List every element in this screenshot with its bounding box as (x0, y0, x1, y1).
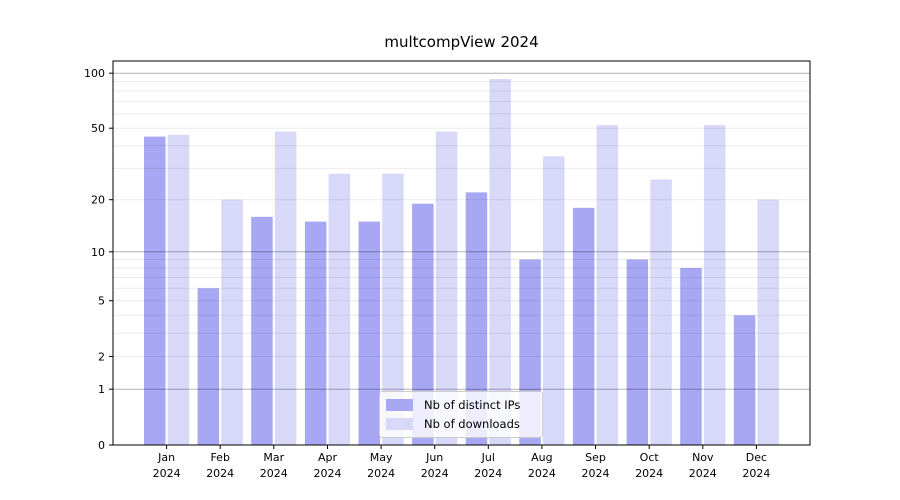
bar-nb-of-distinct-ips-oct (626, 259, 649, 445)
x-tick-label-month-jul: Jul (481, 451, 495, 464)
y-tick-label-5: 5 (98, 295, 105, 308)
bar-nb-of-distinct-ips-apr (304, 221, 327, 445)
bar-nb-of-downloads-mar (274, 131, 297, 445)
legend-label-downloads: Nb of downloads (424, 417, 520, 431)
bar-nb-of-distinct-ips-jan (144, 136, 166, 445)
x-tick-label-month-jun: Jun (425, 451, 443, 464)
bar-nb-of-downloads-feb (221, 199, 243, 445)
bar-nb-of-distinct-ips-nov (680, 268, 702, 445)
bar-nb-of-distinct-ips-may (358, 221, 380, 445)
bar-nb-of-distinct-ips-jun (412, 203, 434, 445)
x-tick-label-year-jan: 2024 (153, 467, 181, 480)
legend: Nb of distinct IPs Nb of downloads (379, 391, 543, 438)
x-tick-label-month-feb: Feb (210, 451, 229, 464)
x-tick-label-month-sep: Sep (585, 451, 606, 464)
x-tick-label-month-mar: Mar (263, 451, 284, 464)
y-tick-label-20: 20 (91, 194, 105, 207)
bar-nb-of-distinct-ips-dec (733, 315, 756, 445)
bar-nb-of-distinct-ips-mar (251, 216, 273, 445)
bar-nb-of-downloads-nov (703, 125, 726, 445)
legend-item-distinct-ips: Nb of distinct IPs (386, 398, 534, 412)
x-tick-label-year-sep: 2024 (582, 467, 610, 480)
plot-frame (112, 60, 811, 446)
x-tick-label-month-apr: Apr (318, 451, 338, 464)
legend-swatch-distinct-ips (386, 399, 413, 411)
bar-nb-of-downloads-dec (757, 199, 779, 445)
x-tick-label-month-oct: Oct (640, 451, 660, 464)
bar-nb-of-downloads-apr (328, 173, 351, 445)
x-tick-label-month-aug: Aug (531, 451, 552, 464)
x-tick-label-year-may: 2024 (367, 467, 395, 480)
x-tick-label-month-nov: Nov (692, 451, 714, 464)
x-tick-label-month-may: May (370, 451, 393, 464)
bar-nb-of-downloads-may (382, 173, 404, 445)
y-tick-label-100: 100 (84, 67, 105, 80)
bar-nb-of-downloads-sep (596, 125, 619, 445)
x-tick-label-year-oct: 2024 (635, 467, 663, 480)
bar-nb-of-downloads-jun (435, 131, 458, 445)
bar-nb-of-downloads-oct (650, 179, 672, 445)
x-tick-label-year-jun: 2024 (421, 467, 449, 480)
y-tick-label-1: 1 (98, 383, 105, 396)
legend-label-distinct-ips: Nb of distinct IPs (424, 398, 521, 412)
bar-nb-of-distinct-ips-jul (465, 192, 488, 445)
y-tick-label-2: 2 (98, 351, 105, 364)
bar-nb-of-distinct-ips-feb (197, 288, 220, 445)
legend-item-downloads: Nb of downloads (386, 417, 534, 431)
bar-nb-of-distinct-ips-sep (572, 207, 595, 445)
bar-nb-of-downloads-jul (489, 79, 511, 445)
y-tick-label-10: 10 (91, 246, 105, 259)
x-tick-label-year-mar: 2024 (260, 467, 288, 480)
x-tick-label-month-jan: Jan (157, 451, 175, 464)
bar-nb-of-downloads-aug (543, 156, 565, 446)
y-tick-label-0: 0 (98, 439, 105, 452)
x-tick-label-month-dec: Dec (746, 451, 767, 464)
x-tick-label-year-dec: 2024 (742, 467, 770, 480)
x-tick-label-year-apr: 2024 (314, 467, 342, 480)
x-tick-label-year-jul: 2024 (474, 467, 502, 480)
x-tick-label-year-nov: 2024 (689, 467, 717, 480)
chart-title: multcompView 2024 (384, 33, 539, 51)
legend-swatch-downloads (386, 418, 413, 430)
bar-nb-of-downloads-jan (167, 134, 190, 446)
x-tick-label-year-feb: 2024 (206, 467, 234, 480)
y-tick-label-50: 50 (91, 122, 105, 135)
x-tick-label-year-aug: 2024 (528, 467, 556, 480)
